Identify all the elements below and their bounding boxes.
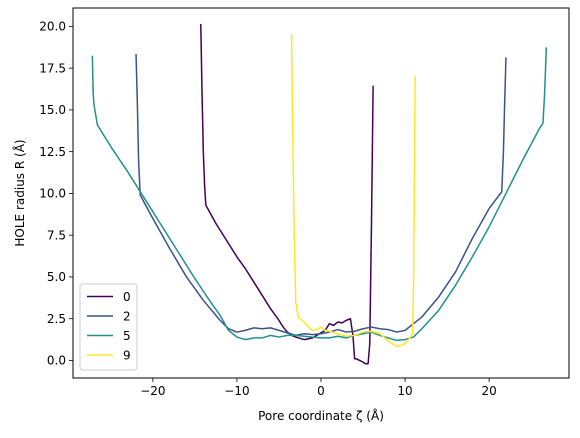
y-axis: 0.0 2.5 5.0 7.5 10.0 12.5 15.0 17.5 20.0 (39, 20, 73, 368)
series-line-5 (91, 47, 548, 342)
y-tick-label: 2.5 (47, 312, 66, 326)
y-tick-label: 17.5 (39, 61, 66, 75)
x-tick-label: −10 (224, 384, 249, 398)
legend-label-0: 0 (123, 290, 131, 304)
y-tick-label: 10.0 (39, 187, 66, 201)
legend-label-9: 9 (123, 349, 131, 363)
y-tick-label: 5.0 (47, 270, 66, 284)
legend: 0 2 5 9 (79, 283, 138, 371)
y-tick-label: 15.0 (39, 103, 66, 117)
series-layer (91, 23, 548, 365)
x-axis: −20 −10 0 10 20 (140, 378, 497, 398)
x-axis-label: Pore coordinate ζ (Å) (258, 408, 384, 423)
y-tick-label: 0.0 (47, 354, 66, 368)
legend-label-2: 2 (123, 310, 131, 324)
y-tick-label: 20.0 (39, 20, 66, 34)
y-tick-label: 12.5 (39, 145, 66, 159)
series-line-0 (200, 23, 374, 365)
x-tick-label: 0 (317, 384, 325, 398)
series-line-2 (135, 54, 507, 337)
y-axis-label: HOLE radius R (Å) (12, 139, 27, 246)
y-tick-label: 7.5 (47, 228, 66, 242)
legend-box (79, 283, 138, 371)
x-tick-label: −20 (140, 384, 165, 398)
series-line-9 (290, 33, 416, 348)
x-tick-label: 20 (481, 384, 496, 398)
x-tick-label: 10 (397, 384, 412, 398)
legend-label-5: 5 (123, 329, 131, 343)
